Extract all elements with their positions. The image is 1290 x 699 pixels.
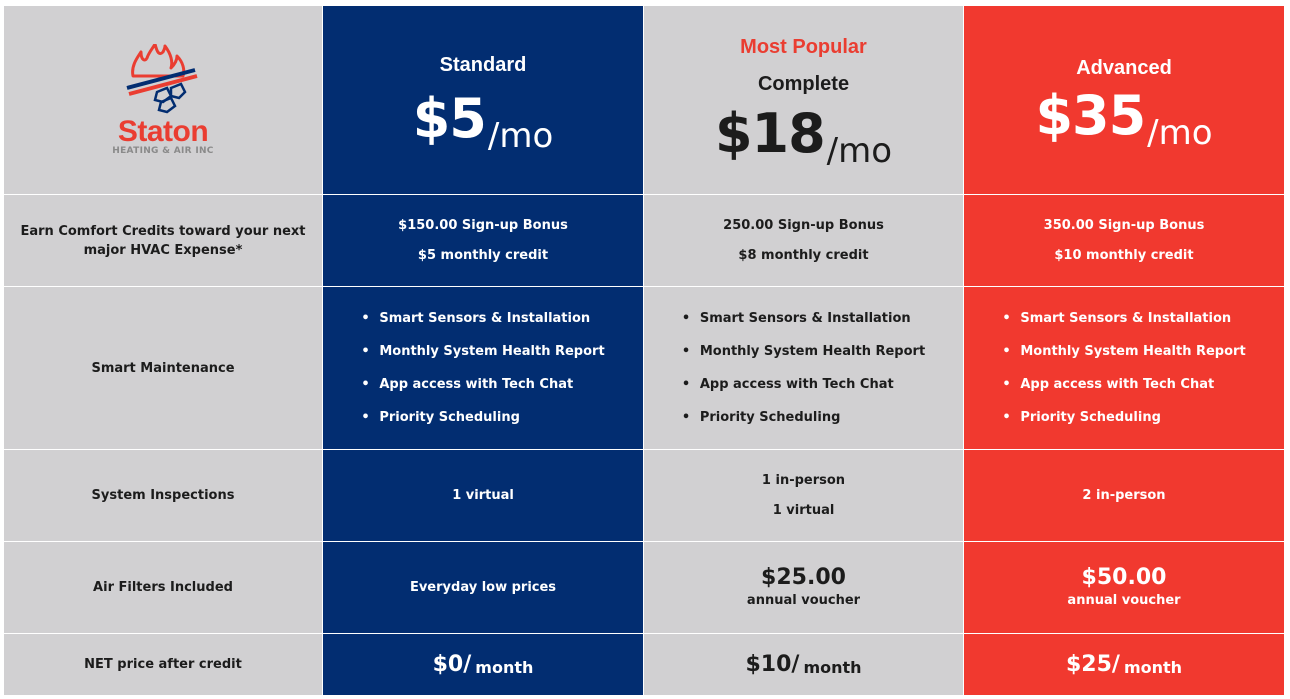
feature-item: Smart Sensors & Installation: [361, 302, 604, 335]
row-label: Earn Comfort Credits toward your next ma…: [20, 223, 306, 258]
row-label: Air Filters Included: [93, 580, 233, 595]
maintenance-advanced: Smart Sensors & Installation Monthly Sys…: [964, 287, 1284, 449]
monthly-credit: $8 monthly credit: [738, 247, 869, 263]
feature-list: Smart Sensors & Installation Monthly Sys…: [1002, 302, 1245, 434]
feature-item: Priority Scheduling: [1002, 401, 1245, 434]
net-complete: $10/ month: [644, 634, 963, 695]
net-unit: month: [1123, 658, 1183, 677]
row-label-credits: Earn Comfort Credits toward your next ma…: [4, 195, 322, 286]
inspections-complete: 1 in-person 1 virtual: [644, 450, 963, 541]
row-label-filters: Air Filters Included: [4, 542, 322, 633]
plan-price: $5 /mo: [412, 87, 554, 156]
net-amount: $0/: [432, 652, 472, 677]
row-label: System Inspections: [91, 488, 235, 503]
row-label-maintenance: Smart Maintenance: [4, 287, 322, 449]
price-period: /mo: [826, 130, 893, 171]
net-amount: $10/: [745, 652, 800, 677]
filters-value: $50.00: [1081, 564, 1167, 590]
inspection-item: 1 in-person: [761, 472, 846, 488]
feature-item: Priority Scheduling: [682, 401, 925, 434]
pricing-grid: Staton HEATING & AIR INC Standard $5 /mo…: [4, 6, 1284, 695]
filters-advanced: $50.00 annual voucher: [964, 542, 1284, 633]
signup-bonus: $150.00 Sign-up Bonus: [398, 217, 568, 233]
plan-name: Advanced: [1076, 57, 1172, 79]
net-price: $10/ month: [745, 652, 861, 677]
logo-cell: Staton HEATING & AIR INC: [4, 6, 322, 194]
row-label: NET price after credit: [84, 657, 242, 672]
logo-wordmark: Staton: [117, 115, 209, 148]
plan-header-complete: Most Popular Complete $18 /mo: [644, 6, 963, 194]
net-standard: $0/ month: [323, 634, 643, 695]
row-label-net: NET price after credit: [4, 634, 322, 695]
credits-complete: 250.00 Sign-up Bonus $8 monthly credit: [644, 195, 963, 286]
monthly-credit: $10 monthly credit: [1054, 247, 1194, 263]
signup-bonus: 350.00 Sign-up Bonus: [1043, 217, 1205, 233]
flame-logo-icon: [126, 44, 198, 114]
inspection-item: 1 virtual: [452, 487, 514, 503]
plan-name: Complete: [757, 72, 850, 95]
feature-item: Monthly System Health Report: [1002, 335, 1245, 368]
net-price: $25/ month: [1066, 652, 1182, 677]
feature-item: App access with Tech Chat: [361, 368, 604, 401]
plan-header-advanced: Advanced $35 /mo: [964, 6, 1284, 194]
filters-value: $25.00: [761, 564, 846, 590]
filters-value: Everyday low prices: [409, 579, 557, 595]
feature-item: Monthly System Health Report: [361, 335, 604, 368]
net-unit: month: [803, 658, 862, 677]
credits-standard: $150.00 Sign-up Bonus $5 monthly credit: [323, 195, 643, 286]
inspection-item: 2 in-person: [1082, 487, 1166, 503]
price-amount: $35: [1035, 84, 1146, 147]
filters-standard: Everyday low prices: [323, 542, 643, 633]
pricing-table: Staton HEATING & AIR INC Standard $5 /mo…: [4, 6, 1284, 695]
credits-advanced: 350.00 Sign-up Bonus $10 monthly credit: [964, 195, 1284, 286]
plan-price: $35 /mo: [1035, 84, 1212, 153]
feature-item: Smart Sensors & Installation: [682, 302, 925, 335]
feature-list: Smart Sensors & Installation Monthly Sys…: [682, 302, 925, 434]
feature-item: Smart Sensors & Installation: [1002, 302, 1245, 335]
price-period: /mo: [1147, 113, 1213, 153]
feature-item: App access with Tech Chat: [1002, 368, 1245, 401]
plan-header-standard: Standard $5 /mo: [323, 6, 643, 194]
filters-note: annual voucher: [1067, 592, 1181, 608]
plan-name: Standard: [439, 54, 527, 76]
signup-bonus: 250.00 Sign-up Bonus: [723, 217, 884, 233]
maintenance-standard: Smart Sensors & Installation Monthly Sys…: [323, 287, 643, 449]
row-label-inspections: System Inspections: [4, 450, 322, 541]
most-popular-badge: Most Popular: [740, 35, 867, 58]
net-price: $0/ month: [433, 652, 534, 677]
feature-item: Monthly System Health Report: [682, 335, 925, 368]
company-logo: Staton HEATING & AIR INC: [112, 44, 213, 156]
maintenance-complete: Smart Sensors & Installation Monthly Sys…: [644, 287, 963, 449]
feature-item: Priority Scheduling: [361, 401, 604, 434]
plan-price: $18 /mo: [714, 101, 892, 171]
filters-complete: $25.00 annual voucher: [644, 542, 963, 633]
filters-note: annual voucher: [746, 592, 861, 608]
price-amount: $18: [714, 101, 826, 165]
net-unit: month: [475, 658, 534, 677]
price-period: /mo: [487, 116, 554, 156]
net-amount: $25/: [1065, 652, 1120, 677]
inspections-advanced: 2 in-person: [964, 450, 1284, 541]
monthly-credit: $5 monthly credit: [417, 247, 549, 263]
inspections-standard: 1 virtual: [323, 450, 643, 541]
price-amount: $5: [412, 87, 487, 150]
inspection-item: 1 virtual: [772, 502, 835, 518]
feature-list: Smart Sensors & Installation Monthly Sys…: [361, 302, 604, 434]
feature-item: App access with Tech Chat: [682, 368, 925, 401]
row-label: Smart Maintenance: [91, 360, 235, 376]
net-advanced: $25/ month: [964, 634, 1284, 695]
logo-subtitle: HEATING & AIR INC: [112, 146, 214, 156]
